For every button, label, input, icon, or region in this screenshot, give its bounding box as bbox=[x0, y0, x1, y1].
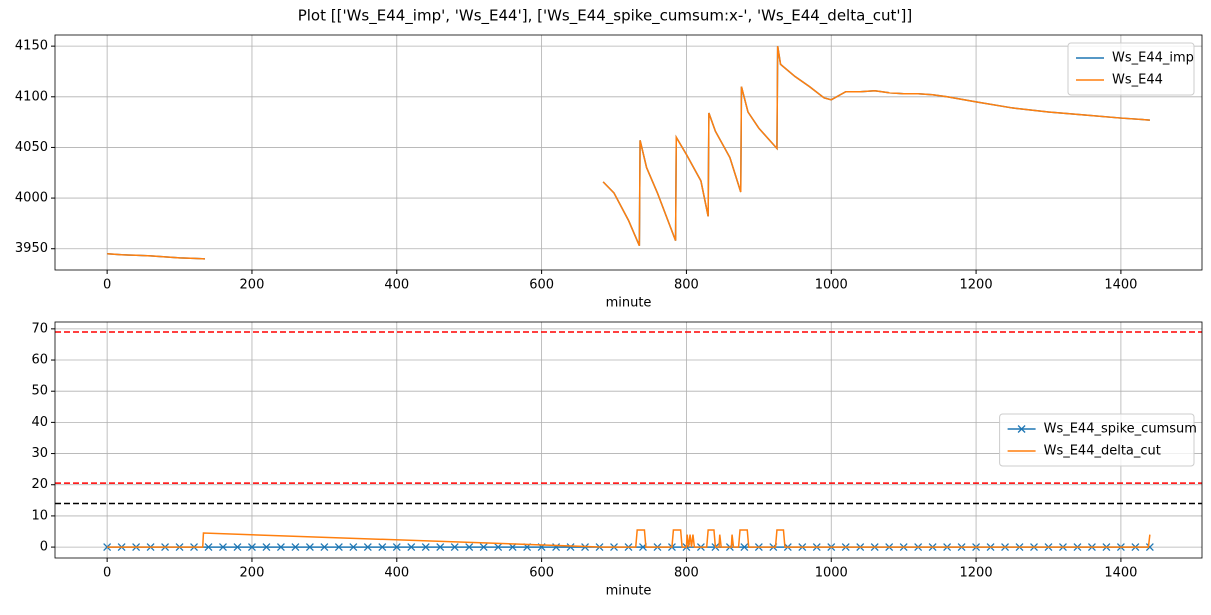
marker bbox=[450, 543, 459, 552]
y-tick-label: 4000 bbox=[15, 191, 48, 206]
x-tick-label: 1000 bbox=[815, 566, 848, 581]
x-tick-label: 400 bbox=[384, 278, 409, 293]
y-tick-label: 50 bbox=[31, 384, 48, 399]
x-tick-label: 800 bbox=[674, 566, 699, 581]
y-tick-label: 0 bbox=[40, 540, 48, 555]
marker bbox=[392, 543, 401, 552]
marker bbox=[349, 543, 358, 552]
y-tick-label: 3950 bbox=[15, 241, 48, 256]
figure-title: Plot [['Ws_E44_imp', 'Ws_E44'], ['Ws_E44… bbox=[298, 7, 913, 26]
x-tick-label: 1400 bbox=[1104, 278, 1137, 293]
marker bbox=[479, 543, 488, 552]
marker bbox=[436, 543, 445, 552]
legend-box bbox=[1067, 42, 1195, 96]
x-tick-label: 0 bbox=[103, 566, 111, 581]
x-axis-label: minute bbox=[606, 584, 652, 599]
legend-label: Ws_E44_delta_cut bbox=[1044, 444, 1161, 459]
marker bbox=[262, 543, 271, 552]
y-tick-label: 10 bbox=[31, 508, 48, 523]
marker bbox=[465, 543, 474, 552]
x-tick-label: 1200 bbox=[960, 278, 993, 293]
marker bbox=[276, 543, 285, 552]
marker bbox=[407, 543, 416, 552]
marker bbox=[103, 543, 112, 552]
series-line bbox=[107, 529, 1151, 548]
y-tick-label: 30 bbox=[31, 446, 48, 461]
x-tick-label: 600 bbox=[529, 566, 554, 581]
marker bbox=[305, 543, 314, 552]
marker bbox=[508, 543, 517, 552]
x-axis-label: minute bbox=[606, 296, 652, 311]
marker bbox=[566, 543, 575, 552]
marker bbox=[219, 543, 227, 552]
axes-frame bbox=[54, 321, 1203, 559]
legend-label: Ws_E44_spike_cumsum bbox=[1044, 422, 1197, 437]
marker bbox=[291, 543, 300, 552]
marker bbox=[248, 543, 256, 552]
marker bbox=[320, 543, 329, 552]
legend-label: Ws_E44 bbox=[1112, 73, 1163, 88]
x-tick-label: 1200 bbox=[960, 566, 993, 581]
x-tick-label: 200 bbox=[240, 566, 265, 581]
legend-box bbox=[999, 413, 1195, 467]
x-tick-label: 400 bbox=[384, 566, 409, 581]
marker bbox=[421, 543, 430, 552]
marker bbox=[378, 543, 387, 552]
series-line bbox=[107, 46, 1150, 260]
x-tick-label: 200 bbox=[240, 278, 265, 293]
y-tick-label: 40 bbox=[31, 415, 48, 430]
marker bbox=[740, 543, 749, 552]
marker bbox=[363, 543, 372, 552]
y-tick-label: 20 bbox=[31, 477, 48, 492]
x-tick-label: 800 bbox=[674, 278, 699, 293]
marker bbox=[1145, 543, 1154, 552]
x-tick-label: 0 bbox=[103, 278, 111, 293]
marker bbox=[233, 543, 242, 552]
y-tick-label: 4050 bbox=[15, 140, 48, 155]
legend-label: Ws_E44_imp bbox=[1112, 51, 1194, 66]
x-tick-label: 1000 bbox=[815, 278, 848, 293]
marker bbox=[334, 543, 343, 552]
y-tick-label: 70 bbox=[31, 321, 48, 336]
x-tick-label: 600 bbox=[529, 278, 554, 293]
marker bbox=[494, 543, 503, 552]
x-tick-label: 1400 bbox=[1104, 566, 1137, 581]
marker bbox=[204, 543, 213, 552]
axes-frame bbox=[54, 34, 1203, 271]
y-tick-label: 4100 bbox=[15, 89, 48, 104]
y-tick-label: 4150 bbox=[15, 39, 48, 54]
y-tick-label: 60 bbox=[31, 353, 48, 368]
legend-marker bbox=[1017, 425, 1026, 433]
